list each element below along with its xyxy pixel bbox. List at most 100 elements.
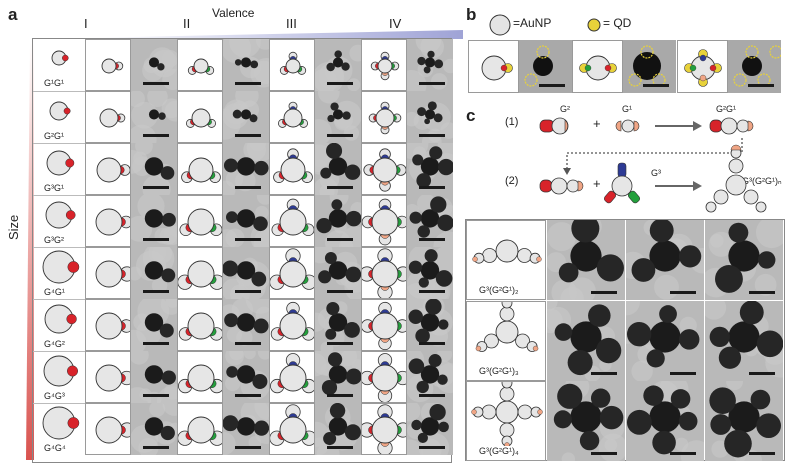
scale-bar: [670, 452, 696, 455]
g2g1-label: G²G¹: [716, 104, 736, 114]
qd-legend-icon: [587, 18, 601, 32]
schematic-v4-r2: [361, 91, 407, 143]
tem-image-v3-r4: [315, 195, 361, 247]
schematic-v2-r2: [177, 91, 223, 143]
schematic-v3-r8: [269, 403, 315, 455]
tem-image-v3-r8: [315, 403, 361, 455]
g3-particle: [604, 162, 640, 204]
tem-image-v3-r7: [315, 351, 361, 403]
b-tem-1: [519, 40, 572, 93]
c-schematic-1: G³(G²G¹)₂: [466, 220, 546, 300]
tem-image-v4-r1: [407, 39, 453, 91]
tem-image-v4-r7: [407, 351, 453, 403]
tem-image-v4-r8: [407, 403, 453, 455]
valence-gradient-wedge: [85, 30, 463, 39]
row-3: G³G¹: [33, 143, 85, 195]
b-diag-3: [677, 40, 728, 93]
tem-image-v2-r8: [223, 403, 269, 455]
tem-image-v1-r7: [131, 351, 177, 403]
tem-image-v2-r5: [223, 247, 269, 299]
panel-c-grid: [465, 219, 785, 461]
c-row-label: G³(G²G¹)₄: [479, 446, 519, 456]
scale-bar: [670, 372, 696, 375]
scale-bar: [419, 134, 445, 137]
c-tem-r2-1: [547, 301, 625, 381]
plus-1: +: [593, 116, 601, 131]
tem-image-v1-r1: [131, 39, 177, 91]
scale-bar: [143, 186, 169, 189]
scale-bar: [327, 186, 353, 189]
c-schematic-2: G³(G²G¹)₃: [466, 301, 546, 381]
schematic-v4-r8: [361, 403, 407, 455]
schematic-v4-r1: [361, 39, 407, 91]
g1-label: G¹: [622, 104, 632, 114]
tem-image-v2-r3: [223, 143, 269, 195]
tem-image-v3-r3: [315, 143, 361, 195]
tem-image-v1-r2: [131, 91, 177, 143]
product-label: G³(G²G¹)ₙ: [742, 176, 782, 186]
schematic-v3-r4: [269, 195, 315, 247]
tem-image-v4-r2: [407, 91, 453, 143]
schematic-v1-r8: [85, 403, 131, 455]
g3-label: G³: [651, 168, 661, 178]
scale-bar: [235, 238, 261, 241]
product-particle: [705, 144, 767, 213]
schematic-v1-r4: [85, 195, 131, 247]
column-header-3: III: [286, 16, 297, 31]
row-label: G⁴G³: [44, 391, 65, 401]
tem-image-v2-r2: [223, 91, 269, 143]
b-tem-3: [728, 40, 781, 93]
scale-bar: [143, 290, 169, 293]
size-gradient-wedge: [26, 40, 34, 460]
schematic-v2-r7: [177, 351, 223, 403]
g2g1-particle: [709, 117, 754, 135]
column-header-4: IV: [389, 16, 402, 31]
scale-bar: [143, 394, 169, 397]
scale-bar: [419, 394, 445, 397]
c-row-label: G³(G²G¹)₂: [479, 285, 519, 295]
scale-bar: [143, 238, 169, 241]
schematic-v2-r4: [177, 195, 223, 247]
tem-image-v3-r6: [315, 299, 361, 351]
row-label: G⁴G²: [44, 339, 65, 349]
scale-bar: [643, 84, 669, 87]
tem-image-v2-r4: [223, 195, 269, 247]
schematic-v2-r5: [177, 247, 223, 299]
scale-bar: [749, 291, 775, 294]
g2-label: G²: [560, 104, 570, 114]
column-header-1: I: [84, 16, 88, 31]
scale-bar: [143, 342, 169, 345]
tem-image-v4-r5: [407, 247, 453, 299]
schematic-v1-r6: [85, 299, 131, 351]
tem-image-v4-r3: [407, 143, 453, 195]
scale-bar: [235, 342, 261, 345]
aunp-legend-label: =AuNP: [513, 16, 552, 30]
scale-bar: [419, 342, 445, 345]
tem-image-v4-r6: [407, 299, 453, 351]
c-tem-r1-2: [626, 220, 704, 300]
arrow-2: [655, 181, 702, 191]
c-tem-r2-3: [705, 301, 783, 381]
scale-bar: [235, 446, 261, 449]
tem-image-v1-r8: [131, 403, 177, 455]
g1-particle: [615, 119, 640, 133]
row-label: G³G¹: [44, 183, 64, 193]
row-label: G³G²: [44, 235, 64, 245]
scale-bar: [235, 134, 261, 137]
scale-bar: [235, 394, 261, 397]
scale-bar: [327, 238, 353, 241]
scale-bar: [591, 452, 617, 455]
scale-bar: [143, 82, 169, 85]
scale-bar: [419, 82, 445, 85]
tem-image-v3-r5: [315, 247, 361, 299]
schematic-v3-r5: [269, 247, 315, 299]
tem-image-v1-r3: [131, 143, 177, 195]
c-tem-r3-3: [705, 381, 783, 461]
tem-image-v1-r5: [131, 247, 177, 299]
schematic-v1-r1: [85, 39, 131, 91]
step-2-label: (2): [505, 175, 519, 187]
aunp-legend-icon: [489, 14, 511, 36]
tem-image-v1-r6: [131, 299, 177, 351]
tem-image-v1-r4: [131, 195, 177, 247]
schematic-v3-r1: [269, 39, 315, 91]
